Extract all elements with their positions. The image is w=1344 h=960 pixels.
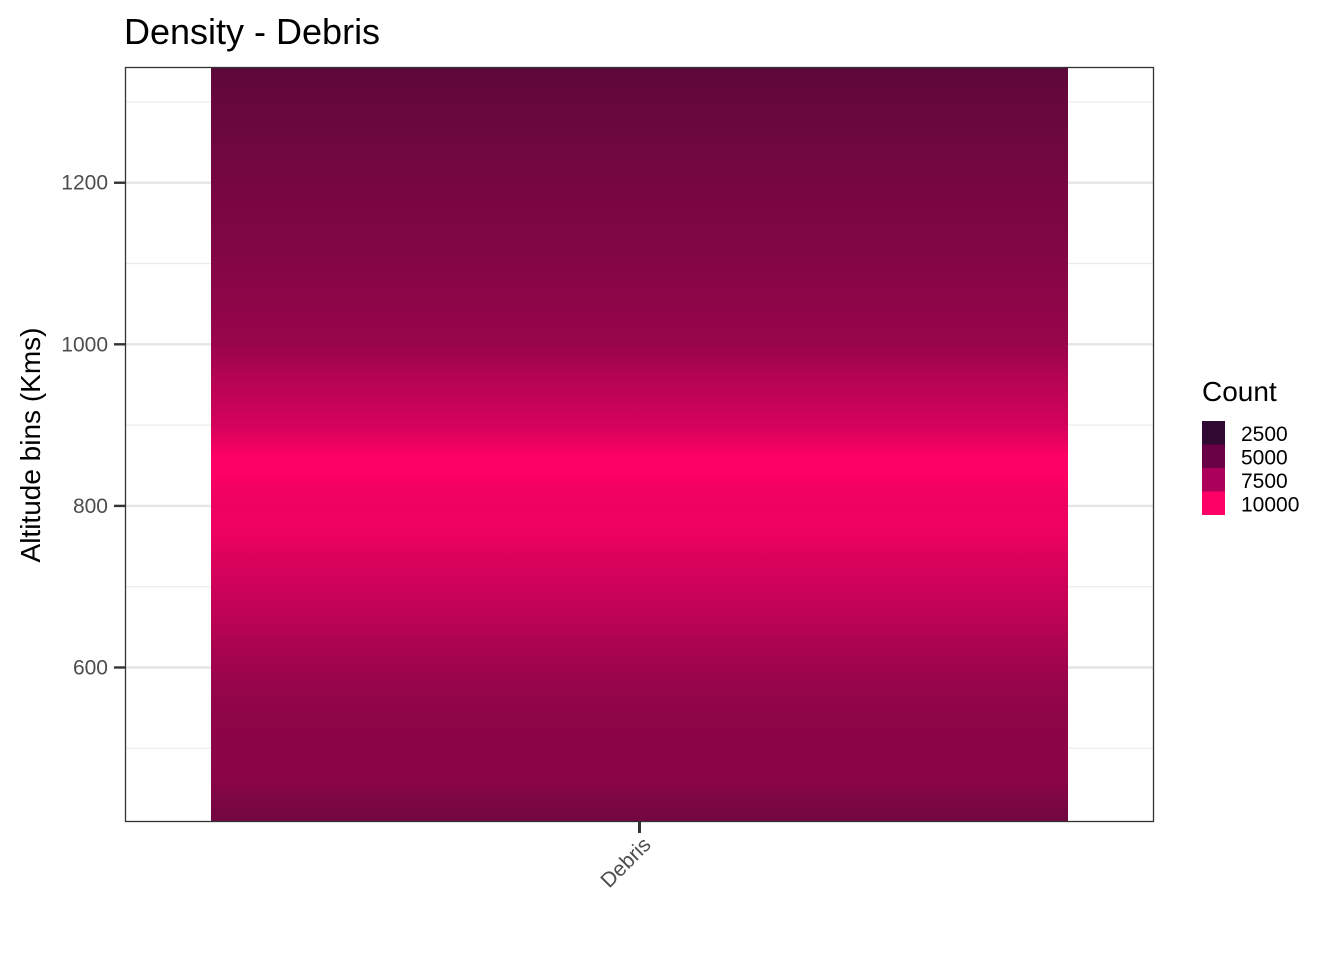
legend-key-label: 2500	[1241, 423, 1288, 446]
y-tick-label: 1200	[61, 172, 108, 195]
y-tick-label: 600	[73, 656, 108, 679]
legend-key-swatch	[1202, 421, 1225, 445]
y-axis: 600 800 1000 1200	[61, 172, 125, 679]
plot-panel	[124, 66, 1155, 823]
legend-key-label: 5000	[1241, 447, 1288, 470]
x-tick-label-debris: Debris	[596, 833, 655, 892]
y-tick-label: 1000	[61, 333, 108, 356]
x-axis: Debris	[596, 822, 656, 892]
legend-title: Count	[1202, 376, 1277, 407]
chart-title: Density - Debris	[124, 11, 380, 52]
density-band-debris	[211, 68, 1068, 821]
legend-key-swatch	[1202, 491, 1225, 515]
y-tick-label: 800	[73, 495, 108, 518]
legend-key-swatch	[1202, 468, 1225, 492]
panel-border	[124, 66, 1155, 823]
legend-key-label: 7500	[1241, 470, 1288, 493]
legend-key-swatch	[1202, 444, 1225, 468]
legend-key-label: 10000	[1241, 494, 1299, 517]
y-axis-title: Altitude bins (Kms)	[15, 328, 46, 563]
